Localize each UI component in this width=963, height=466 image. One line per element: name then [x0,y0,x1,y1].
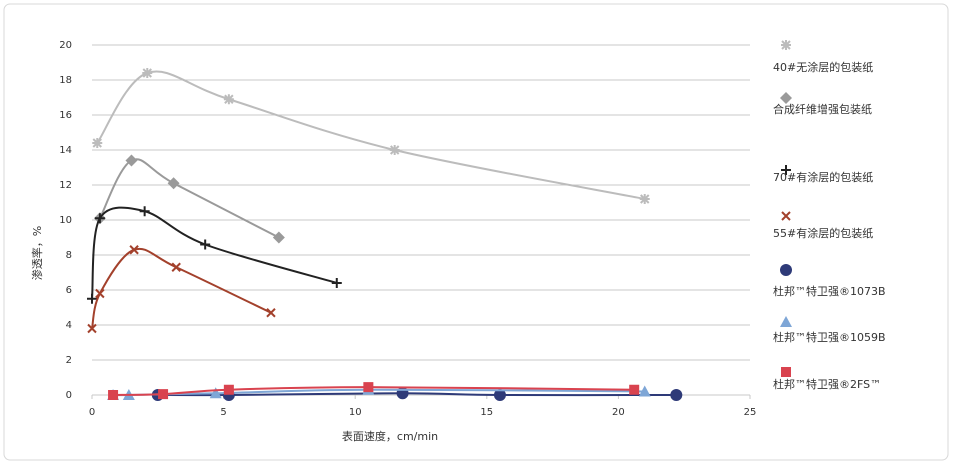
marker [87,293,97,304]
legend-label: 40#无涂层的包装纸 [773,60,873,74]
marker [223,94,234,105]
legend-label: 70#有涂层的包装纸 [773,170,873,184]
marker [331,278,342,288]
y-tick-label: 6 [66,285,72,296]
legend-label: 杜邦™特卫强®1073B [773,284,886,298]
legend-marker [781,367,791,377]
marker [272,231,285,244]
marker [363,382,374,393]
marker [638,385,651,397]
legend-marker [780,92,792,104]
legend-item: 40#无涂层的包装纸 [773,40,873,74]
legend-item: 杜邦™特卫强®1073B [773,264,886,298]
marker [171,262,181,272]
marker [87,323,97,334]
x-tick-label: 15 [480,407,493,418]
marker [92,138,103,148]
x-tick-label: 20 [612,407,625,418]
marker [493,389,506,401]
legend-label: 杜邦™特卫强®2FS™ [773,377,881,391]
legend-marker [780,316,792,327]
legend-item: 70#有涂层的包装纸 [773,165,873,184]
y-tick-label: 8 [66,250,72,261]
x-tick-label: 0 [89,407,95,418]
y-tick-label: 4 [66,320,72,331]
x-tick-label: 5 [220,407,226,418]
marker [389,145,400,155]
marker [639,194,650,204]
marker [209,387,222,399]
series-line [96,70,645,200]
y-tick-label: 10 [59,215,72,226]
legend-label: 55#有涂层的包装纸 [773,226,873,240]
legend-item: 杜邦™特卫强®1059B [773,316,886,344]
marker [129,245,139,255]
marker [139,206,150,217]
legend-marker [781,165,791,175]
marker [629,384,640,395]
marker [95,288,105,299]
y-tick-label: 18 [59,75,72,86]
marker [167,177,180,190]
legend-item: 55#有涂层的包装纸 [773,211,873,240]
series-line [91,247,272,329]
marker [108,390,119,400]
legend-marker [781,211,791,221]
marker [142,68,153,78]
marker [670,389,683,401]
y-tick-label: 2 [66,355,72,366]
y-tick-label: 0 [66,390,72,401]
legend-label: 杜邦™特卫强®1059B [773,330,886,344]
marker [200,239,211,250]
legend-marker [781,40,791,50]
x-axis-label: 表面速度，cm/min [342,429,438,443]
legend-item: 合成纤维增强包装纸 [773,92,872,116]
legend-marker [780,264,792,276]
marker [158,389,169,400]
series-line [99,158,280,239]
marker [266,308,276,318]
x-tick-label: 10 [349,407,362,418]
legend-label: 合成纤维增强包装纸 [773,102,872,116]
y-tick-label: 12 [59,180,72,191]
y-tick-label: 20 [59,40,72,51]
marker [94,213,105,224]
legend-item: 杜邦™特卫强®2FS™ [773,367,881,391]
x-tick-label: 25 [744,407,757,418]
y-tick-label: 16 [59,110,72,121]
y-tick-label: 14 [59,145,72,156]
frame [3,3,949,461]
marker [223,384,234,395]
marker [125,154,138,167]
y-axis-label: 渗透率，% [30,226,44,280]
